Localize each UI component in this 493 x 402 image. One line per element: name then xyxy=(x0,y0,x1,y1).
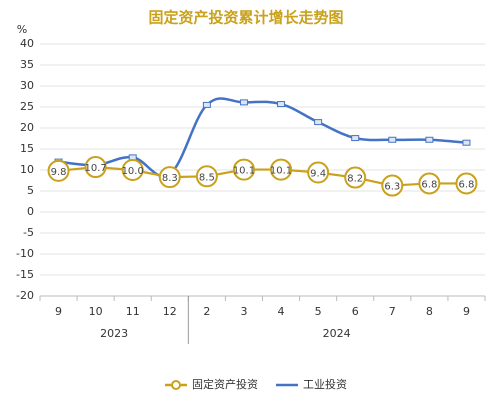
value-label: 10.7 xyxy=(84,163,106,174)
chart-title: 固定资产投资累计增长走势图 xyxy=(148,9,343,27)
y-tick-label: 35 xyxy=(20,58,34,71)
point-marker xyxy=(314,119,323,126)
point-marker xyxy=(388,136,397,143)
point-marker xyxy=(351,135,360,142)
x-tick-label: 4 xyxy=(278,305,285,318)
point-marker xyxy=(232,158,255,181)
point-marker xyxy=(158,166,181,189)
point-marker xyxy=(47,159,70,182)
y-tick-label: 10 xyxy=(20,163,34,176)
point-marker xyxy=(277,101,286,108)
point-marker xyxy=(202,101,211,108)
point-marker xyxy=(455,172,478,195)
y-tick-label: -15 xyxy=(16,268,34,281)
point-marker xyxy=(381,174,404,197)
x-tick-label: 9 xyxy=(55,305,62,318)
y-tick-label: 25 xyxy=(20,100,34,113)
value-label: 6.8 xyxy=(459,179,475,190)
point-marker xyxy=(307,161,330,184)
value-label: 10.1 xyxy=(270,166,292,177)
x-tick-label: 11 xyxy=(126,305,140,318)
value-label: 8.5 xyxy=(199,172,215,183)
value-label: 10.0 xyxy=(122,166,144,177)
x-tick-label: 6 xyxy=(352,305,359,318)
value-label: 8.3 xyxy=(162,173,178,184)
x-tick-label: 2 xyxy=(203,305,210,318)
point-marker xyxy=(418,172,441,195)
y-tick-label: 15 xyxy=(20,142,34,155)
y-tick-label: 20 xyxy=(20,121,34,134)
legend-label: 工业投资 xyxy=(303,377,347,391)
value-label: 9.4 xyxy=(310,169,326,180)
point-marker xyxy=(121,159,144,181)
y-tick-label: 0 xyxy=(27,205,34,218)
point-marker xyxy=(425,136,434,143)
point-marker xyxy=(84,156,107,179)
x-group-label: 2024 xyxy=(323,327,351,340)
y-tick-label: -5 xyxy=(23,226,34,239)
point-marker xyxy=(344,166,367,189)
point-marker xyxy=(195,165,218,188)
point-marker xyxy=(462,139,471,146)
value-label: 9.8 xyxy=(51,167,67,178)
point-marker xyxy=(270,158,293,181)
point-marker xyxy=(239,99,248,106)
x-tick-label: 12 xyxy=(163,305,177,318)
y-tick-label: -20 xyxy=(16,289,34,302)
value-label: 10.1 xyxy=(233,166,255,177)
x-tick-label: 7 xyxy=(389,305,396,318)
x-group-label: 2023 xyxy=(100,327,128,340)
y-tick-label: 30 xyxy=(20,79,34,92)
series-line xyxy=(58,97,467,178)
legend-marker xyxy=(171,380,181,390)
x-tick-label: 8 xyxy=(426,305,433,318)
value-label: 6.8 xyxy=(421,179,437,190)
x-tick-label: 3 xyxy=(240,305,247,318)
x-tick-label: 9 xyxy=(463,305,470,318)
y-unit: % xyxy=(17,23,27,36)
value-label: 8.2 xyxy=(347,174,363,185)
y-tick-label: 5 xyxy=(27,184,34,197)
value-label: 6.3 xyxy=(384,182,400,193)
y-tick-label: 40 xyxy=(20,37,34,50)
x-tick-label: 10 xyxy=(89,305,103,318)
legend-label: 固定资产投资 xyxy=(192,377,258,391)
y-tick-label: -10 xyxy=(16,247,34,260)
x-tick-label: 5 xyxy=(315,305,322,318)
